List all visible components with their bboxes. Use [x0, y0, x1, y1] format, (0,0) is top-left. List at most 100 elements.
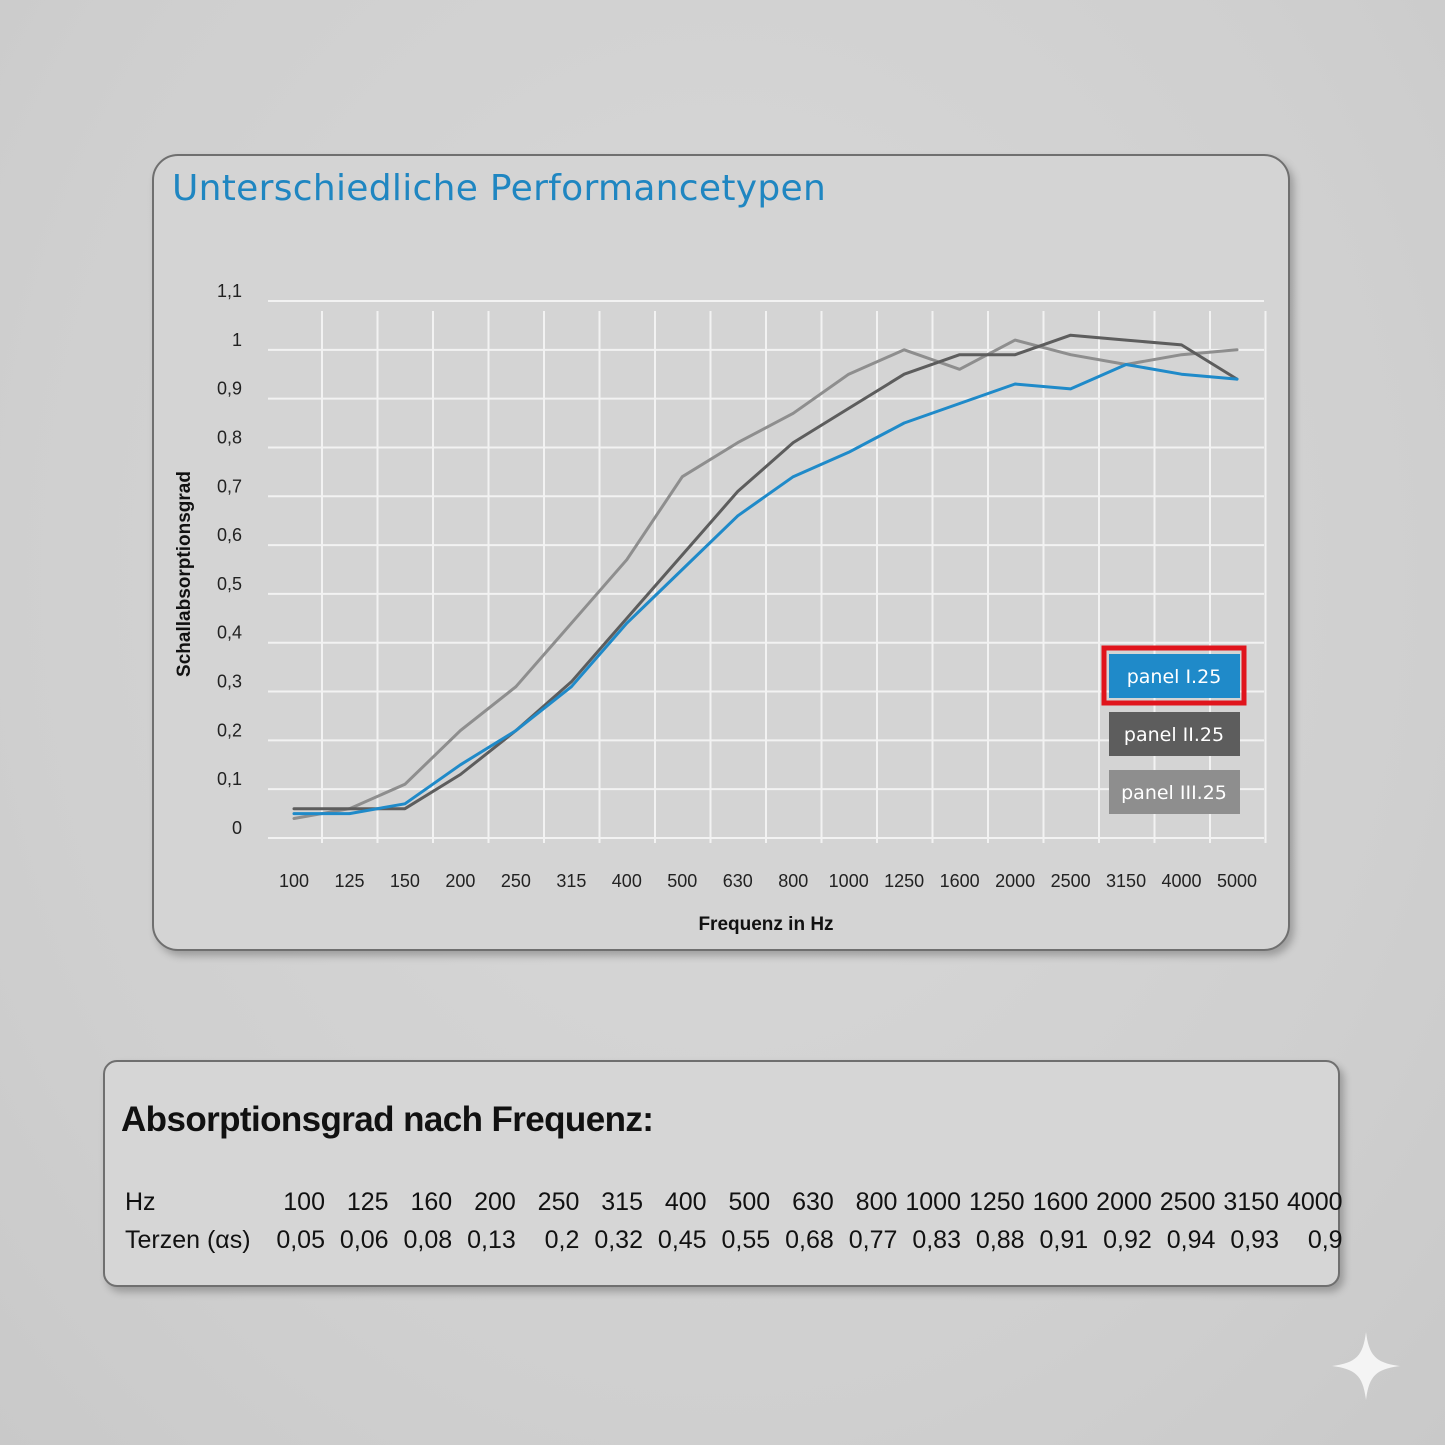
- chart-title: Unterschiedliche Performancetypen: [172, 168, 827, 209]
- series-line: [292, 363, 1239, 816]
- data-point: [348, 812, 351, 815]
- grid: [268, 300, 1267, 843]
- series-line: [292, 338, 1239, 820]
- table-cell-terz: 0,55: [721, 1226, 771, 1254]
- table-cell-hz: 250: [537, 1188, 580, 1216]
- x-tick-label: 630: [723, 871, 753, 891]
- table-cell-terz: 0,13: [467, 1226, 516, 1254]
- data-point: [681, 475, 684, 478]
- data-point: [292, 807, 296, 810]
- data-point: [736, 490, 739, 493]
- legend-item: panel III.25: [1109, 770, 1240, 814]
- data-point: [348, 807, 351, 810]
- data-point: [902, 373, 906, 376]
- series-lines: [292, 333, 1239, 820]
- data-point: [847, 373, 850, 376]
- table-cell-hz: 1250: [968, 1188, 1025, 1216]
- data-point: [958, 353, 961, 356]
- legend-label: panel II.25: [1124, 724, 1224, 746]
- x-tick-label: 4000: [1162, 871, 1202, 891]
- data-point: [625, 617, 629, 620]
- table-cell-terz: 0,32: [594, 1226, 643, 1254]
- table-cell-hz: 3150: [1223, 1188, 1279, 1216]
- data-point: [570, 685, 573, 688]
- data-point: [1235, 348, 1239, 352]
- table-cell-terz: 0,08: [403, 1226, 453, 1254]
- data-point: [792, 441, 795, 444]
- x-tick-label: 150: [390, 871, 420, 891]
- data-point: [403, 807, 407, 810]
- y-tick-label: 0,4: [217, 623, 242, 643]
- table-cell-hz: 800: [855, 1188, 898, 1216]
- data-point: [958, 368, 961, 371]
- x-tick-label: 250: [501, 871, 531, 891]
- y-tick-label: 0,9: [217, 379, 242, 399]
- table-cell-hz: 2000: [1096, 1188, 1152, 1216]
- x-axis-label: Frequenz in Hz: [698, 914, 833, 935]
- sparkle-icon: [1332, 1332, 1400, 1400]
- table-cell-terz: 0,45: [657, 1226, 707, 1254]
- y-tick-label: 1: [232, 330, 242, 350]
- data-point: [792, 475, 795, 478]
- y-axis-label: Schallabsorptionsgrad: [174, 471, 195, 677]
- table-cell-hz: 1000: [905, 1188, 961, 1216]
- table-cell-terz: 0,83: [912, 1226, 961, 1254]
- x-tick-label: 100: [279, 871, 309, 891]
- y-tick-label: 0,8: [217, 427, 242, 447]
- y-axis-ticks: 0 0,1 0,2 0,3 0,4 0,5 0,6 0,7 0,8 0,9 1 1,1: [217, 281, 242, 838]
- x-tick-label: 5000: [1217, 871, 1257, 891]
- table-row-terz: Terzen (αs) 0,05 0,06 0,08 0,13 0,2 0,32 0,45 0…: [125, 1226, 1343, 1262]
- x-tick-label: 125: [334, 871, 364, 891]
- table-cell-hz: 630: [792, 1188, 834, 1216]
- x-tick-label: 200: [445, 871, 475, 891]
- line-chart: 00,10,20,30,40,50,60,70,80,911,1 100 125 1…: [174, 281, 1267, 935]
- data-point: [292, 812, 296, 815]
- x-tick-label: 3150: [1106, 871, 1146, 891]
- table-cell-terz: 0,93: [1230, 1226, 1279, 1254]
- table-cell-terz: 0,91: [1039, 1226, 1089, 1254]
- data-point: [1013, 382, 1017, 386]
- chart-card: Unterschiedliche Performancetypen 0 0,1 0,…: [152, 154, 1290, 951]
- table-cell-terz: 0,88: [975, 1226, 1025, 1254]
- data-point: [625, 622, 629, 625]
- data-point: [1180, 353, 1183, 356]
- table-cell-terz: 0,94: [1166, 1226, 1216, 1254]
- data-point: [625, 558, 629, 561]
- data-point: [1069, 353, 1072, 356]
- table-cell-terz: 0,9: [1307, 1226, 1343, 1254]
- x-tick-label: 500: [667, 871, 697, 891]
- data-point: [570, 622, 573, 625]
- legend-label: panel I.25: [1127, 666, 1222, 688]
- table-cell-terz: 0,77: [848, 1226, 898, 1254]
- y-tick-label: 0,3: [217, 672, 242, 692]
- y-tick-label: 0,5: [217, 574, 242, 594]
- table-title: Absorptionsgrad nach Frequenz:: [121, 1100, 654, 1139]
- x-tick-label: 2000: [995, 871, 1035, 891]
- legend-swatch: [1109, 712, 1240, 756]
- table-cell-hz: 125: [346, 1188, 389, 1216]
- data-point: [736, 441, 739, 444]
- data-point: [403, 802, 407, 806]
- table-cell-hz: 315: [601, 1188, 643, 1216]
- data-point: [847, 407, 850, 410]
- table-cell-terz: 0,2: [544, 1226, 580, 1254]
- data-point: [1013, 338, 1017, 342]
- data-point: [792, 412, 795, 415]
- legend-swatch: [1109, 770, 1240, 814]
- legend: panel I.25 panel II.25 panel III.25: [1101, 645, 1247, 814]
- y-tick-label: 0,7: [217, 476, 242, 496]
- table-cell-hz: 200: [474, 1188, 516, 1216]
- legend-highlight-frame: [1101, 645, 1247, 706]
- data-point: [1013, 353, 1017, 356]
- x-axis-ticks: 100 125 150 200 250 315 400 500 630 800 1000 1250 16…: [279, 871, 1257, 891]
- table-row-hz: Hz 100 125 160 200 250 315 400 500 630 800 1000 125…: [125, 1188, 1343, 1224]
- data-point: [403, 783, 407, 786]
- x-tick-label: 1600: [940, 871, 980, 891]
- table-cell-hz: 400: [664, 1188, 707, 1216]
- legend-label: panel III.25: [1121, 782, 1227, 804]
- data-point: [1124, 363, 1128, 366]
- y-tick-label: 0,6: [217, 525, 242, 545]
- legend-item: panel II.25: [1109, 712, 1240, 756]
- data-point: [292, 817, 296, 820]
- x-tick-label: 1250: [884, 871, 924, 891]
